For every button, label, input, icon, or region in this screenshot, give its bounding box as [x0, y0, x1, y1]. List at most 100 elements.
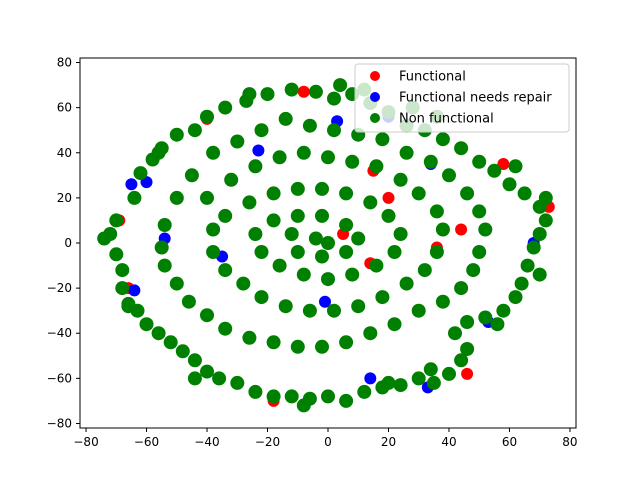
data-point [266, 213, 281, 228]
data-point [538, 213, 553, 228]
data-point [151, 326, 166, 341]
data-point [296, 267, 311, 282]
data-point [327, 123, 341, 138]
data-point [284, 389, 299, 404]
data-point [472, 245, 487, 259]
data-point [426, 375, 441, 390]
x-tick-label: 80 [562, 435, 577, 449]
data-point [478, 222, 493, 237]
data-point [411, 303, 426, 318]
legend-box [354, 63, 570, 133]
data-point [157, 258, 172, 273]
data-point [175, 344, 190, 359]
data-point [442, 168, 456, 183]
data-point [411, 371, 426, 386]
data-point [139, 317, 154, 332]
data-point [502, 177, 517, 192]
data-point [133, 166, 148, 181]
y-tick-label: 80 [57, 56, 72, 70]
data-point [266, 389, 281, 404]
data-point [435, 222, 450, 237]
data-point [461, 367, 474, 380]
data-point [254, 290, 269, 305]
data-point [127, 190, 142, 205]
data-point [423, 154, 438, 169]
data-point [345, 154, 360, 169]
data-point [266, 335, 281, 350]
data-point [115, 281, 130, 296]
y-tick-label: 40 [57, 146, 72, 160]
data-point [302, 118, 317, 133]
data-point [315, 339, 329, 354]
y-tick-label: −20 [47, 281, 72, 295]
data-point [387, 317, 402, 332]
data-point [200, 109, 214, 124]
data-point [125, 178, 138, 191]
data-point [308, 84, 323, 99]
data-point [272, 150, 287, 165]
data-point [497, 158, 510, 170]
data-point [375, 290, 390, 305]
data-point [252, 144, 265, 157]
data-point [278, 299, 293, 314]
legend-label-needs-repair: Functional needs repair [399, 91, 552, 106]
data-point [496, 303, 511, 318]
legend: Functional Functional needs repair Non f… [354, 63, 570, 133]
x-tick-label: 0 [324, 435, 332, 449]
data-point [381, 375, 396, 390]
data-point [399, 145, 414, 160]
data-point [387, 245, 402, 259]
data-point [284, 82, 299, 97]
data-point [308, 231, 323, 246]
data-point [218, 100, 233, 115]
data-point [187, 123, 202, 138]
data-point [514, 276, 529, 291]
data-point [200, 190, 214, 205]
y-tick-label: 0 [64, 236, 72, 250]
data-point [206, 222, 221, 237]
data-point [315, 249, 329, 264]
data-point [487, 163, 502, 178]
data-point [339, 218, 354, 232]
data-point [315, 181, 329, 196]
data-point [218, 321, 233, 336]
data-point [532, 227, 547, 241]
data-point [242, 195, 257, 210]
data-point [351, 231, 366, 246]
y-tick-label: 60 [57, 101, 72, 115]
data-point [121, 299, 136, 314]
data-point [290, 339, 305, 354]
data-point [472, 204, 487, 219]
legend-marker-functional [370, 71, 380, 81]
data-point [460, 186, 475, 201]
data-point [169, 276, 184, 291]
x-tick-label: 40 [441, 435, 456, 449]
data-point [327, 91, 341, 106]
data-point [466, 263, 481, 278]
data-point [254, 123, 269, 138]
data-point [163, 335, 178, 350]
data-point [429, 204, 444, 219]
data-point [460, 315, 475, 329]
x-tick-label: 60 [502, 435, 517, 449]
x-tick-label: −80 [73, 435, 98, 449]
data-point [278, 111, 293, 126]
data-point [315, 208, 329, 223]
data-point [526, 240, 541, 255]
data-point [260, 87, 275, 102]
data-point [206, 145, 221, 160]
data-point [435, 294, 450, 309]
data-point [109, 247, 124, 262]
data-point [272, 258, 287, 273]
data-point [369, 159, 384, 174]
x-tick-label: −60 [134, 435, 159, 449]
data-point [284, 227, 299, 241]
data-point [369, 258, 384, 273]
x-tick-label: −20 [255, 435, 280, 449]
data-point [187, 371, 202, 386]
data-point [109, 213, 124, 228]
data-point [508, 290, 523, 305]
data-point [297, 85, 310, 98]
y-tick-label: 20 [57, 191, 72, 205]
